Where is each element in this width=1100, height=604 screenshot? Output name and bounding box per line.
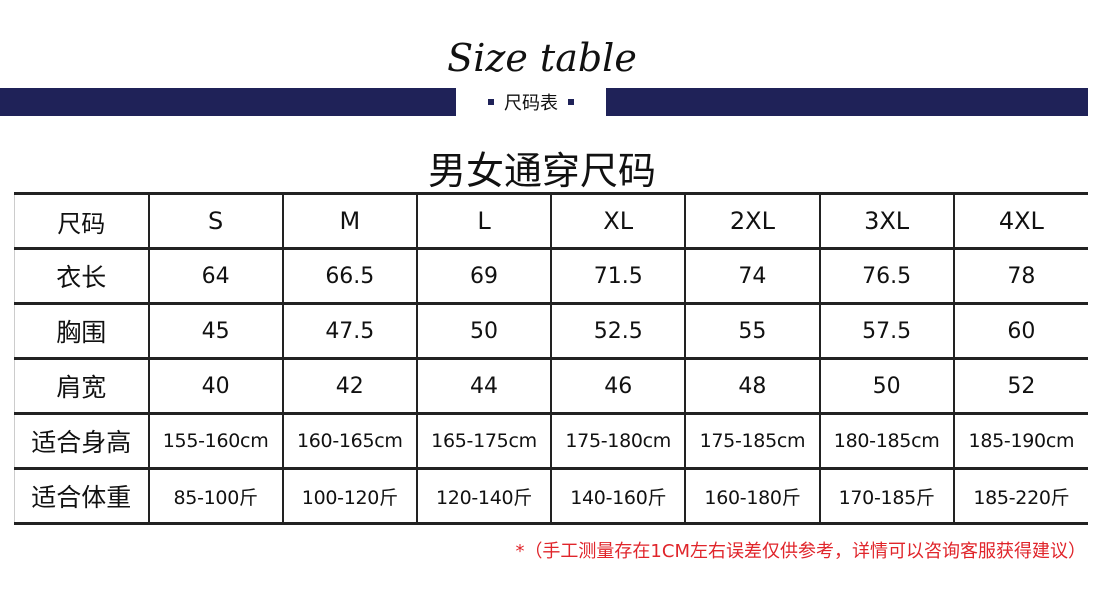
table-cell: 160-165cm <box>281 412 418 470</box>
table-cell: 40 <box>147 357 284 415</box>
table-cell: 46 <box>550 357 687 415</box>
table-row: 胸围 45 47.5 50 52.5 55 57.5 60 <box>14 302 1088 360</box>
page-title: 男女通穿尺码 <box>427 149 656 193</box>
table-row: 适合身高 155-160cm 160-165cm 165-175cm 175-180cm… <box>14 412 1088 470</box>
table-cell: 57.5 <box>818 302 955 360</box>
table-cell: 42 <box>281 357 418 415</box>
table-cell: 85-100斤 <box>147 467 284 525</box>
table-cell: XL <box>550 192 687 250</box>
table-header-row: 尺码 S M L XL 2XL 3XL 4XL <box>14 192 1088 250</box>
table-cell: L <box>415 192 553 250</box>
subtitle: 尺码表 <box>504 93 558 114</box>
table-cell: 74 <box>684 247 821 305</box>
table-cell: 78 <box>952 247 1088 305</box>
table-cell: 45 <box>147 302 284 360</box>
table-cell: 185-190cm <box>952 412 1088 470</box>
table-cell: 52.5 <box>550 302 687 360</box>
table-cell: 52 <box>952 357 1088 415</box>
table-cell: 4XL <box>952 192 1088 250</box>
measurement-note: *（手工测量存在1CM左右误差仅供参考，详情可以咨询客服获得建议） <box>515 541 1086 562</box>
table-cell: 44 <box>415 357 553 415</box>
table-cell: 60 <box>952 302 1088 360</box>
title-english: Size table <box>447 36 637 80</box>
table-cell: 47.5 <box>281 302 418 360</box>
table-row: 适合体重 85-100斤 100-120斤 120-140斤 140-160斤 160-1… <box>14 467 1088 525</box>
header-bar-left <box>0 88 456 116</box>
table-cell: 185-220斤 <box>952 467 1088 525</box>
table-cell: 3XL <box>818 192 955 250</box>
table-cell: 71.5 <box>550 247 687 305</box>
table-cell: 175-180cm <box>550 412 687 470</box>
row-label: 衣长 <box>14 247 150 305</box>
table-cell: 175-185cm <box>684 412 821 470</box>
table-cell: 64 <box>147 247 284 305</box>
header-bar-right <box>606 88 1088 116</box>
table-cell: 76.5 <box>818 247 955 305</box>
table-cell: 48 <box>684 357 821 415</box>
table-cell: 50 <box>415 302 553 360</box>
table-cell: 120-140斤 <box>415 467 553 525</box>
table-cell: 140-160斤 <box>550 467 687 525</box>
table-cell: 100-120斤 <box>281 467 418 525</box>
table-cell: 165-175cm <box>415 412 553 470</box>
table-cell: M <box>281 192 418 250</box>
table-cell: 170-185斤 <box>818 467 955 525</box>
row-label: 适合身高 <box>14 412 150 470</box>
table-cell: 2XL <box>684 192 821 250</box>
size-table: 尺码 S M L XL 2XL 3XL 4XL 衣长 64 66.5 69 71.5 74 76.5 78 胸围… <box>14 192 1088 525</box>
square-icon <box>568 99 574 105</box>
table-cell: S <box>147 192 284 250</box>
row-label: 适合体重 <box>14 467 150 525</box>
row-label: 肩宽 <box>14 357 150 415</box>
table-cell: 180-185cm <box>818 412 955 470</box>
table-cell: 155-160cm <box>147 412 284 470</box>
subtitle-band: 尺码表 <box>456 88 606 116</box>
table-cell: 55 <box>684 302 821 360</box>
square-icon <box>488 99 494 105</box>
table-cell: 160-180斤 <box>684 467 821 525</box>
row-label: 尺码 <box>14 192 150 250</box>
table-row: 肩宽 40 42 44 46 48 50 52 <box>14 357 1088 415</box>
row-label: 胸围 <box>14 302 150 360</box>
table-row: 衣长 64 66.5 69 71.5 74 76.5 78 <box>14 247 1088 305</box>
table-cell: 66.5 <box>281 247 418 305</box>
table-cell: 69 <box>415 247 553 305</box>
table-cell: 50 <box>818 357 955 415</box>
